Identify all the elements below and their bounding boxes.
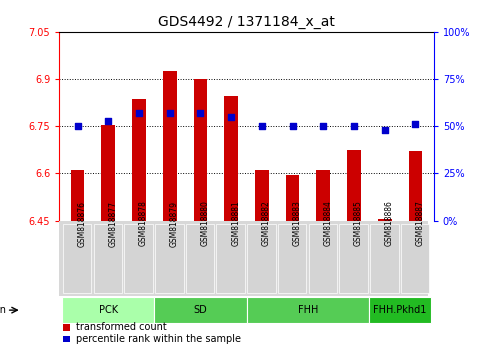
Text: FHH: FHH [298,305,318,315]
Point [227,114,235,120]
Text: GSM818881: GSM818881 [231,201,240,246]
Bar [102,125,115,221]
Point [319,123,327,129]
Text: GSM818882: GSM818882 [262,201,271,246]
Point [73,123,81,129]
Bar [224,96,238,221]
Point [166,110,174,116]
FancyBboxPatch shape [247,223,276,293]
FancyBboxPatch shape [154,297,246,323]
Point [381,127,388,133]
Text: GSM818885: GSM818885 [354,201,363,246]
Bar [132,99,146,221]
Text: transformed count: transformed count [76,322,167,332]
FancyBboxPatch shape [94,223,122,293]
Point [105,118,112,123]
Bar [255,170,269,221]
Text: GSM818877: GSM818877 [108,200,117,246]
FancyBboxPatch shape [124,223,153,293]
Bar [409,152,423,221]
Text: FHH.Pkhd1: FHH.Pkhd1 [373,305,427,315]
Text: strain: strain [0,305,7,315]
Text: SD: SD [194,305,208,315]
FancyBboxPatch shape [370,223,398,293]
Bar [194,79,208,221]
Point [350,123,358,129]
FancyBboxPatch shape [278,223,306,293]
Title: GDS4492 / 1371184_x_at: GDS4492 / 1371184_x_at [158,16,335,29]
Point [258,123,266,129]
Text: GSM818884: GSM818884 [323,201,332,246]
Text: GSM818876: GSM818876 [77,200,87,246]
Text: GSM818878: GSM818878 [139,201,148,246]
Bar [347,150,361,221]
Bar [163,71,176,221]
Bar [63,324,70,331]
Text: GSM818880: GSM818880 [201,201,210,246]
FancyBboxPatch shape [63,223,91,293]
Bar [285,175,299,221]
FancyBboxPatch shape [246,297,369,323]
FancyBboxPatch shape [62,297,154,323]
Point [135,110,143,116]
FancyBboxPatch shape [369,297,431,323]
Text: PCK: PCK [99,305,118,315]
Point [412,121,420,127]
Point [197,110,205,116]
FancyBboxPatch shape [309,223,337,293]
FancyBboxPatch shape [401,223,429,293]
FancyBboxPatch shape [216,223,245,293]
Point [288,123,296,129]
FancyBboxPatch shape [339,223,368,293]
Text: GSM818887: GSM818887 [416,201,424,246]
Bar [70,170,84,221]
Bar [317,170,330,221]
Bar [378,219,391,221]
Text: GSM818886: GSM818886 [385,201,394,246]
Text: GSM818883: GSM818883 [292,201,302,246]
FancyBboxPatch shape [186,223,214,293]
Text: GSM818879: GSM818879 [170,200,179,246]
Bar [63,336,70,342]
FancyBboxPatch shape [155,223,183,293]
Text: percentile rank within the sample: percentile rank within the sample [76,334,241,344]
